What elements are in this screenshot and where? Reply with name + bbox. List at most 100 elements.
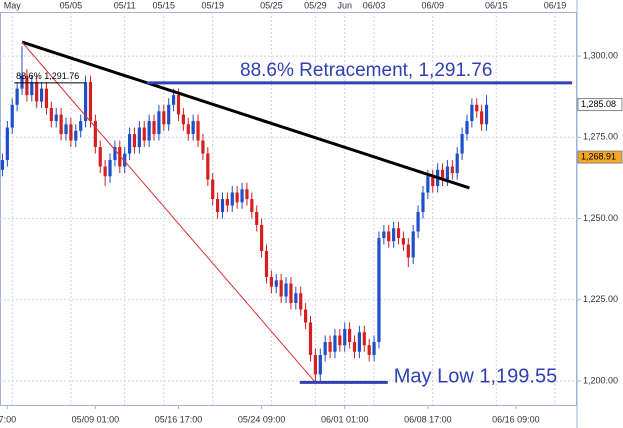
candle-body [470, 104, 474, 122]
candle-body [88, 82, 93, 122]
top-tick-label: 05/19 [201, 0, 224, 10]
candle-body [83, 82, 88, 122]
candle-body [450, 166, 454, 174]
candle-body [411, 231, 415, 258]
candle-body [308, 322, 313, 355]
candle-body [421, 192, 425, 213]
candle-body [181, 114, 185, 125]
candle-body [313, 354, 317, 375]
annotation: 88.6% 1,291.76 [16, 71, 79, 81]
y-tick-label: 1,200.00 [583, 375, 618, 385]
candle-body [123, 153, 127, 167]
candle-body [44, 88, 49, 109]
candle-body [279, 280, 283, 297]
candle-body [304, 309, 308, 323]
candle-body [382, 231, 386, 239]
y-tick-label: 1,250.00 [583, 213, 618, 223]
candle-body [455, 153, 459, 174]
top-tick-label: 05/25 [260, 0, 283, 10]
candle-body [357, 332, 362, 352]
top-tick-label: Jun [337, 0, 352, 10]
candle-body [484, 104, 489, 125]
candle-body [215, 199, 220, 213]
candle-body [54, 114, 58, 122]
candle-body [465, 121, 469, 135]
candle-body [338, 335, 342, 346]
candle-body [191, 121, 195, 135]
candle-body [186, 124, 190, 135]
candle-body [387, 231, 391, 242]
candle-body [176, 95, 181, 115]
candle-body [328, 341, 332, 352]
candle-body [167, 104, 171, 125]
candle-body [367, 345, 371, 355]
candle-body [406, 244, 410, 258]
candle-body [264, 251, 269, 277]
candle-body [230, 192, 234, 206]
candle-body [426, 176, 430, 193]
x-tick-label: 06/01 01:00 [321, 414, 369, 424]
trendline [21, 40, 470, 190]
annotation: 88.6% Retracement, 1,291.76 [240, 60, 492, 81]
candle-body [440, 169, 445, 180]
candle-body [201, 140, 205, 154]
candle-body [137, 127, 141, 148]
x-tick-label: 06/08 17:00 [404, 414, 452, 424]
trendline [21, 41, 316, 383]
top-tick-label: 06/19 [544, 0, 567, 10]
candle-body [348, 328, 352, 342]
candle-body [69, 124, 73, 141]
candle-body [118, 147, 122, 167]
candle-body [35, 82, 39, 102]
candle-body [480, 111, 484, 125]
top-tick-label: 06/09 [421, 0, 444, 10]
candle-body [103, 166, 107, 177]
candle-body [362, 332, 366, 346]
candle-body [162, 111, 166, 125]
top-tick-label: 05/11 [114, 0, 136, 10]
candle-body [64, 124, 68, 135]
top-tick-label: 05/29 [304, 0, 327, 10]
candle-body [49, 108, 53, 122]
candle-body [235, 192, 239, 203]
candle-body [225, 199, 229, 206]
candle-body [171, 95, 176, 105]
candle-body [157, 111, 161, 135]
candle-body [127, 134, 132, 154]
candle-body [25, 75, 29, 96]
candle-body [74, 130, 78, 141]
candle-body [289, 283, 293, 303]
candle-body [15, 88, 19, 105]
candle-body [79, 121, 83, 131]
candle-body [445, 166, 450, 180]
price-tag [577, 98, 623, 112]
candle-body [323, 341, 327, 355]
y-tick-label: 1,225.00 [583, 294, 618, 304]
x-tick-label: 7:00 [0, 414, 16, 424]
candle-body [475, 104, 479, 112]
candle-body [245, 189, 249, 200]
candle-body [294, 293, 298, 303]
candle-body [460, 134, 464, 154]
candle-body [416, 212, 420, 232]
top-tick-label: May [4, 0, 22, 10]
candle-body [255, 212, 259, 226]
price-tag-label: 1,268.91 [581, 151, 616, 161]
top-tick-label: 05/15 [153, 0, 176, 10]
candle-body [284, 283, 288, 297]
candle-body [132, 134, 137, 148]
candle-body [401, 238, 406, 245]
candle-body [377, 238, 381, 342]
x-tick-label: 05/24 09:00 [238, 414, 286, 424]
candle-body [352, 341, 357, 352]
candle-body [220, 199, 225, 213]
annotation: May Low 1,199.55 [394, 366, 557, 388]
candle-body [318, 354, 322, 375]
candle-body [372, 341, 376, 355]
candle-body [240, 189, 244, 203]
candle-body [250, 199, 254, 213]
candle-body [206, 153, 210, 180]
candle-body [59, 114, 63, 135]
